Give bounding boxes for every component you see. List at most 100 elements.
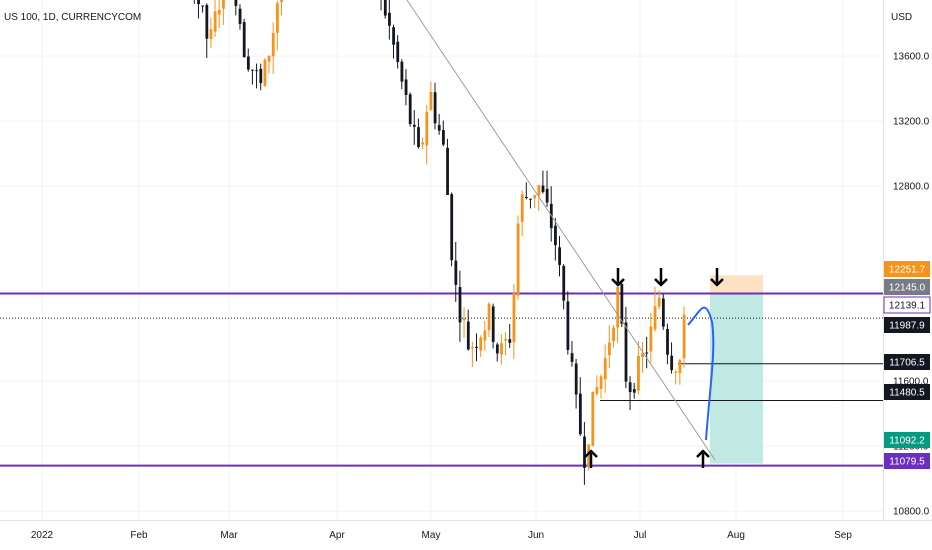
price-label: 11706.5: [889, 358, 925, 369]
arrow-head-icon: [710, 278, 724, 287]
candle-body: [205, 5, 209, 39]
candle-body: [603, 358, 607, 380]
candle-body: [479, 337, 483, 351]
x-tick-label: Feb: [130, 530, 148, 541]
candle-body: [554, 225, 557, 246]
arrow-head-icon: [611, 278, 625, 287]
candle-body: [454, 260, 458, 285]
candle-body: [520, 194, 524, 222]
y-tick-label: 11600.0: [893, 377, 929, 388]
arrow-head-icon: [584, 449, 598, 458]
x-tick-label: Mar: [220, 530, 238, 541]
candle-body: [417, 127, 420, 148]
price-label: 12139.1: [889, 301, 926, 312]
candle-body: [570, 353, 574, 362]
price-label: 11092.2: [889, 436, 925, 447]
candle-body: [649, 326, 653, 352]
candle-body: [255, 70, 259, 72]
position-zones: [710, 275, 763, 464]
candle-body: [259, 68, 263, 84]
y-tick-label: 12800.0: [893, 182, 930, 193]
candle-body: [213, 11, 217, 32]
candle-body: [487, 303, 491, 331]
candle-body: [491, 306, 495, 342]
candle-body: [404, 79, 408, 95]
candle-body: [624, 322, 628, 382]
candle-body: [637, 355, 640, 391]
price-labels: 12251.7 12145.0 12139.1 11987.9 11706.5 11480…: [883, 261, 931, 469]
candle-body: [578, 393, 582, 435]
price-label-box: [884, 384, 930, 400]
candle-body: [400, 61, 404, 82]
candle-body: [222, 0, 225, 9]
x-tick-label: Apr: [329, 530, 345, 541]
candle-body: [516, 223, 520, 296]
candle-body: [471, 347, 474, 349]
candle-body: [632, 389, 636, 393]
candle-body: [628, 382, 632, 393]
candle-body: [238, 8, 242, 24]
candle-body: [263, 59, 267, 86]
drawings: [406, 0, 724, 468]
y-tick-label: 13600.0: [893, 52, 930, 63]
candle-body: [533, 195, 537, 199]
candle-body: [442, 130, 445, 145]
candle-body: [271, 32, 275, 57]
candle-body: [645, 352, 649, 354]
y-tick-label: 10800.0: [893, 507, 930, 518]
candle-body: [616, 287, 620, 328]
candle-body: [392, 27, 395, 45]
candle-body: [566, 301, 570, 350]
candle-body: [512, 292, 516, 343]
candle-body: [666, 328, 669, 355]
candle-body: [495, 344, 499, 354]
candle-body: [217, 9, 221, 15]
candle-body: [383, 0, 387, 16]
arrow-head-icon: [654, 278, 668, 287]
price-label-box: [884, 261, 930, 277]
candle-body: [525, 196, 528, 199]
candle-body: [483, 330, 487, 341]
candle-body: [396, 41, 400, 63]
time-axis[interactable]: 2022 Feb Mar Apr May Jun Jul Aug Sep: [31, 530, 852, 541]
price-label-box: [884, 279, 930, 295]
candle-body: [641, 352, 644, 357]
candle-body: [246, 56, 250, 70]
arrow-head-icon: [696, 449, 710, 458]
symbol-title: US 100, 1D, CURRENCYCOM: [4, 12, 141, 23]
candle-body: [433, 92, 437, 124]
candle-body: [595, 387, 599, 394]
candle-body: [545, 188, 549, 203]
price-label-box: [884, 453, 930, 469]
candle-body: [529, 198, 532, 200]
price-label: 12251.7: [889, 265, 926, 276]
price-label: 11480.5: [889, 388, 925, 399]
price-label: 11079.5: [889, 457, 925, 468]
x-tick-label: Jun: [528, 530, 544, 541]
price-label: 12145.0: [889, 283, 926, 294]
candle-body: [429, 91, 433, 110]
candle-body: [412, 124, 416, 127]
candle-body: [653, 306, 657, 330]
candle-body: [599, 376, 603, 389]
y-tick-label: 13200.0: [893, 117, 930, 128]
candle-body: [450, 194, 454, 261]
price-label-box: [884, 354, 930, 370]
candle-body: [201, 5, 205, 7]
candle-body: [462, 318, 466, 321]
candle-body: [583, 436, 586, 468]
candle-body: [425, 111, 429, 146]
candle-body: [466, 321, 470, 350]
price-label-box: [883, 296, 931, 314]
take-profit-zone: [710, 293, 763, 464]
candle-body: [242, 22, 246, 58]
candle-body: [280, 0, 283, 3]
currency-label: USD: [891, 12, 912, 23]
candle-body: [508, 339, 512, 343]
trendline: [406, 0, 716, 461]
candle-body: [657, 297, 661, 307]
candle-body: [446, 147, 449, 195]
candle-body: [612, 327, 615, 342]
price-label: 11987.9: [889, 321, 925, 332]
